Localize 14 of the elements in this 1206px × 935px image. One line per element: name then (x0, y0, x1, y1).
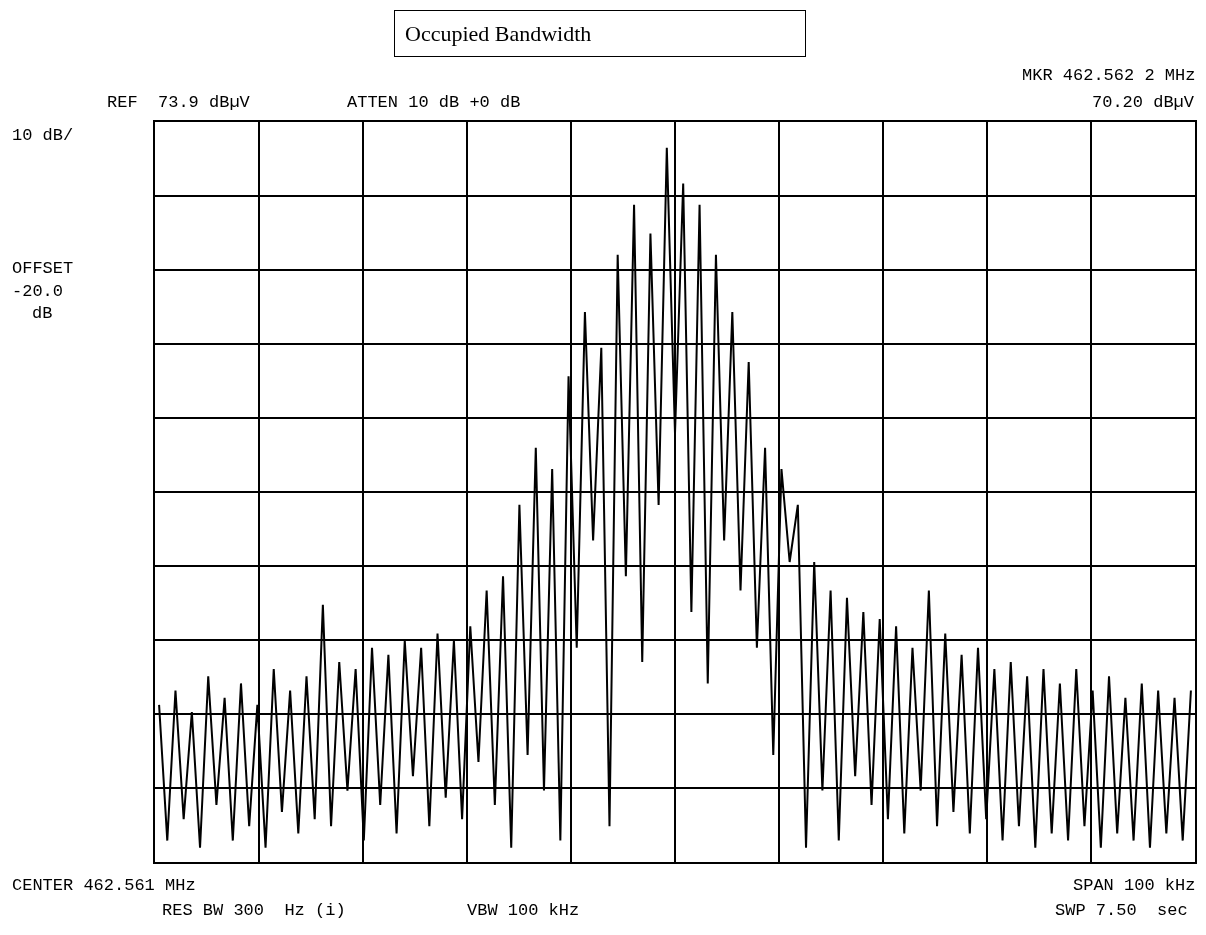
text: -20.0 (12, 282, 64, 301)
text: 70.20 dBµV (1092, 93, 1195, 112)
text: MKR 462.562 2 MHz (1022, 66, 1196, 85)
text: 10 dB/ (12, 126, 74, 145)
text: dB (32, 304, 53, 323)
text: OFFSET (12, 259, 74, 278)
text: CENTER 462.561 MHz (12, 876, 196, 895)
text: REF 73.9 dBµV (107, 93, 251, 112)
text: RES BW 300 Hz (i) (162, 901, 346, 920)
text: SWP 7.50 sec (1055, 901, 1188, 920)
chart-title: Occupied Bandwidth (405, 21, 592, 46)
text: VBW 100 kHz (467, 901, 580, 920)
text: ATTEN 10 dB +0 dB (347, 93, 521, 112)
text: SPAN 100 kHz (1073, 876, 1196, 895)
